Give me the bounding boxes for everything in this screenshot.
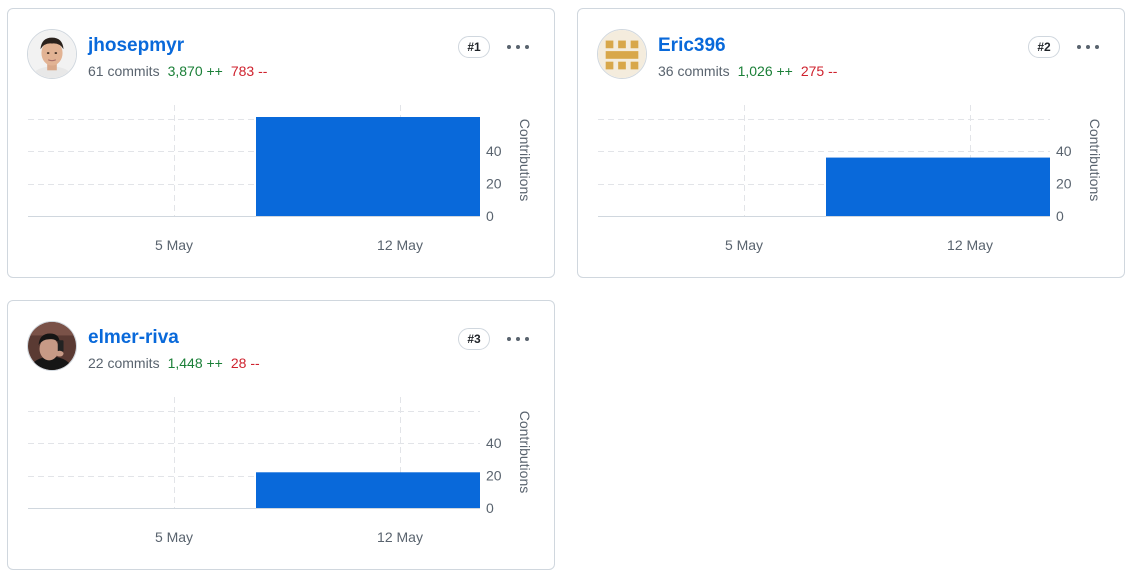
additions-count: 3,870 ++ — [167, 63, 223, 79]
y-tick-label: 20 — [1056, 176, 1072, 192]
contributions-chart: 0 20 40 5 May 12 May Contributions — [598, 105, 1103, 253]
avatar[interactable] — [27, 29, 77, 79]
commit-count[interactable]: 61 commits — [88, 63, 160, 79]
commit-count[interactable]: 36 commits — [658, 63, 730, 79]
y-tick-label: 20 — [486, 468, 502, 484]
deletions-count: 28 -- — [230, 355, 260, 371]
contributor-username[interactable]: Eric396 — [658, 35, 726, 56]
y-axis-label: Contributions — [1087, 119, 1103, 202]
rank-badge: #2 — [1028, 36, 1060, 58]
contribution-bar — [826, 157, 1050, 216]
x-tick-label: 12 May — [947, 237, 993, 253]
contributions-chart: 0 20 40 5 May 12 May Contributions — [28, 105, 533, 253]
y-axis-label: Contributions — [517, 411, 533, 494]
kebab-horizontal-icon — [507, 337, 529, 341]
rank-badge: #3 — [458, 328, 490, 350]
contributor-stats: 36 commits 1,026 ++ 275 -- — [658, 63, 837, 79]
contributor-username[interactable]: elmer-riva — [88, 327, 179, 348]
deletions-count: 275 -- — [800, 63, 838, 79]
contributor-card: Eric396 36 commits 1,026 ++ 275 -- #2 0 20 4… — [577, 8, 1125, 278]
y-axis-label: Contributions — [517, 119, 533, 202]
y-tick-label: 20 — [486, 176, 502, 192]
y-tick-label: 0 — [486, 500, 494, 516]
additions-count: 1,448 ++ — [167, 355, 223, 371]
x-tick-label: 5 May — [725, 237, 763, 253]
contributor-card: jhosepmyr 61 commits 3,870 ++ 783 -- #1 0 2… — [7, 8, 555, 278]
contributor-stats: 61 commits 3,870 ++ 783 -- — [88, 63, 267, 79]
x-tick-label: 12 May — [377, 237, 423, 253]
rank-badge: #1 — [458, 36, 490, 58]
additions-count: 1,026 ++ — [737, 63, 793, 79]
x-tick-label: 12 May — [377, 529, 423, 545]
y-tick-label: 40 — [1056, 143, 1072, 159]
more-options-button[interactable] — [1074, 37, 1102, 57]
kebab-horizontal-icon — [1077, 45, 1099, 49]
contributor-stats: 22 commits 1,448 ++ 28 -- — [88, 355, 260, 371]
contributions-chart: 0 20 40 5 May 12 May Contributions — [28, 397, 533, 545]
y-tick-label: 0 — [486, 208, 494, 224]
y-tick-label: 40 — [486, 143, 502, 159]
x-tick-label: 5 May — [155, 237, 193, 253]
deletions-count: 783 -- — [230, 63, 268, 79]
more-options-button[interactable] — [504, 37, 532, 57]
x-tick-label: 5 May — [155, 529, 193, 545]
avatar[interactable] — [27, 321, 77, 371]
more-options-button[interactable] — [504, 329, 532, 349]
contribution-bar — [256, 472, 480, 508]
y-tick-label: 40 — [486, 435, 502, 451]
contributor-card: elmer-riva 22 commits 1,448 ++ 28 -- #3 0 2… — [7, 300, 555, 570]
kebab-horizontal-icon — [507, 45, 529, 49]
avatar[interactable] — [597, 29, 647, 79]
y-tick-label: 0 — [1056, 208, 1064, 224]
contributor-username[interactable]: jhosepmyr — [88, 35, 185, 56]
contribution-bar — [256, 117, 480, 216]
commit-count[interactable]: 22 commits — [88, 355, 160, 371]
